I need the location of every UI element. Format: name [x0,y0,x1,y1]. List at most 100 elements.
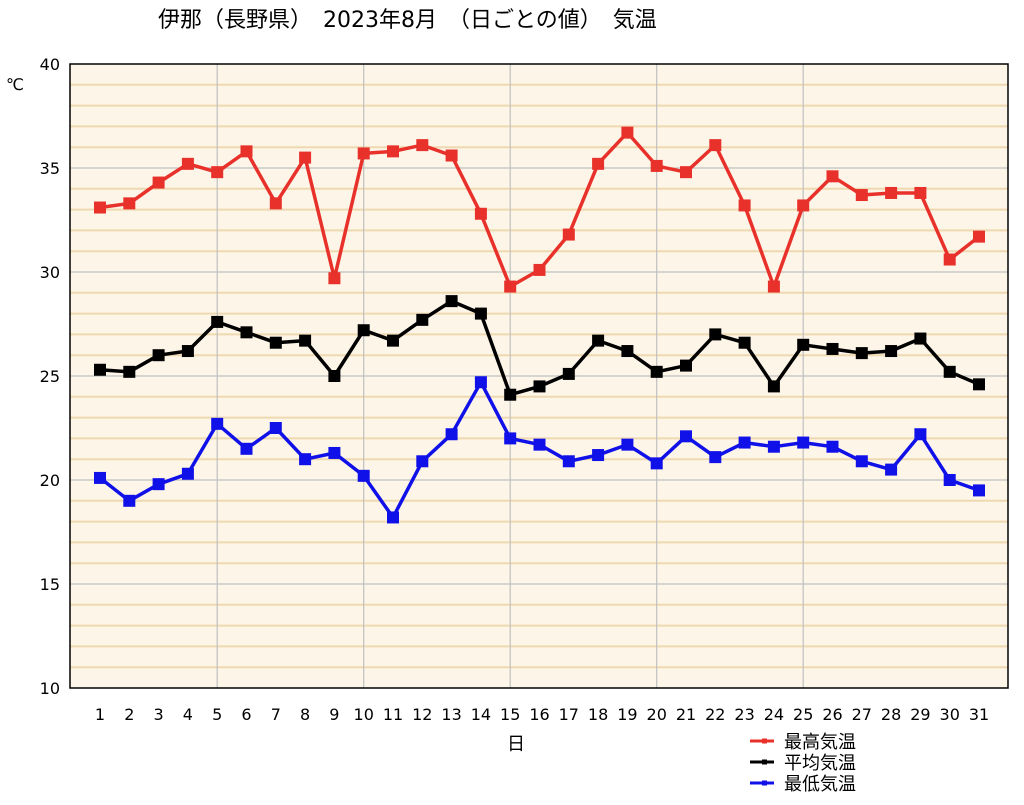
x-tick-label: 23 [734,705,754,724]
plot-frame [69,63,1009,689]
x-tick-label: 15 [500,705,520,724]
x-tick-label: 26 [822,705,842,724]
data-point [885,463,898,476]
data-point [123,197,136,210]
data-point [211,315,224,328]
y-tick-label: 10 [40,679,60,698]
y-tick-label: 15 [40,575,60,594]
data-point [680,166,692,179]
data-point [943,365,956,378]
data-point [943,253,956,266]
data-point [328,370,341,382]
data-point [387,511,399,524]
data-point [181,345,194,358]
data-point [123,365,136,378]
data-point [445,428,458,441]
data-point [387,145,399,158]
data-point [504,388,517,401]
data-point [680,430,692,443]
data-point [767,380,780,393]
data-point [738,436,751,449]
data-point [181,467,194,480]
data-point [797,436,810,449]
data-point [680,359,692,372]
legend-label: 最低気温 [784,774,856,795]
data-point [885,186,898,199]
data-point [533,438,546,451]
data-point [474,376,487,389]
x-tick-label: 21 [676,705,696,724]
data-point [738,199,751,212]
x-tick-label: 22 [705,705,725,724]
data-point [328,446,341,459]
y-tick-label: 40 [40,55,60,74]
x-tick-label: 9 [329,705,339,724]
data-point [94,471,106,484]
data-point [269,197,282,210]
data-point [592,449,605,462]
x-tick-label: 18 [588,705,608,724]
data-point [533,263,546,276]
data-point [269,422,282,434]
data-point [94,363,106,376]
data-point [914,186,927,199]
legend-marker [762,780,767,786]
data-point [621,438,634,451]
data-point [94,201,106,214]
data-point [357,469,370,482]
data-point [767,280,780,293]
data-point [855,189,868,202]
data-point [797,199,810,212]
data-point [562,455,575,468]
data-point [504,280,517,293]
data-point [767,440,780,453]
data-point [738,336,751,349]
data-point [416,455,429,468]
x-tick-label: 7 [271,705,281,724]
x-tick-label: 6 [241,705,251,724]
x-tick-label: 2 [124,705,134,724]
x-axis-label: 日 [507,734,525,755]
data-point [855,347,868,360]
data-point [621,345,634,358]
data-point [797,338,810,351]
x-tick-label: 8 [300,705,310,724]
data-point [357,324,370,337]
legend-label: 平均気温 [784,753,856,774]
data-point [211,417,224,430]
data-point [269,336,282,349]
x-tick-label: 5 [212,705,222,724]
data-point [474,307,487,320]
data-point [299,334,312,347]
data-point [885,345,898,358]
data-point [416,313,429,326]
data-point [328,272,341,285]
data-point [123,494,136,507]
data-point [709,451,722,464]
x-tick-label: 30 [940,705,960,724]
data-point [709,328,722,341]
legend-marker [762,759,767,765]
x-tick-label: 13 [441,705,461,724]
x-tick-label: 12 [412,705,432,724]
data-point [181,157,194,170]
data-point [914,332,927,345]
data-point [533,380,546,393]
data-point [211,166,224,179]
data-point [914,428,927,441]
x-tick-label: 10 [354,705,374,724]
x-tick-label: 1 [95,705,105,724]
data-point [240,326,253,339]
x-tick-label: 25 [793,705,813,724]
data-point [562,228,575,241]
x-tick-label: 24 [764,705,784,724]
data-point [943,474,956,486]
data-point [152,478,165,491]
data-point [973,484,985,497]
data-point [826,342,839,355]
data-point [152,176,165,189]
chart-title: 伊那（長野県） 2023年8月 （日ごとの値） 気温 [158,8,657,33]
legend-marker [762,738,767,744]
y-tick-label: 20 [40,471,60,490]
